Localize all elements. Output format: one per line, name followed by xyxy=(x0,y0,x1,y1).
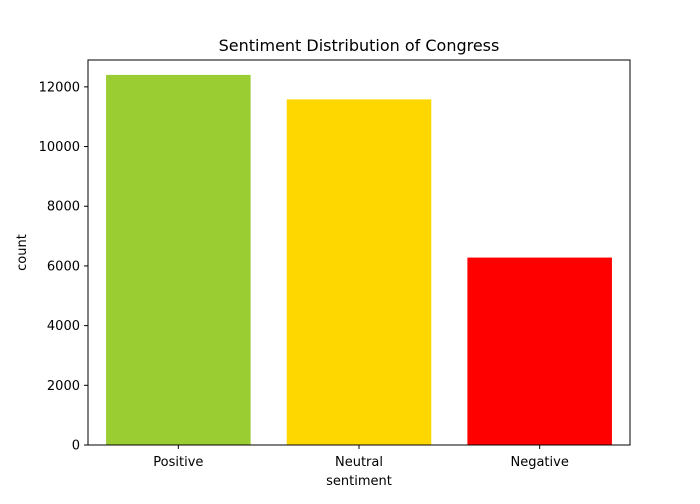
plot-frame xyxy=(87,59,631,446)
x-axis-label: sentiment xyxy=(326,474,392,489)
y-axis-ticks: 0 2000 4000 6000 8000 10000 12000 xyxy=(39,80,88,454)
y-tick-label: 10000 xyxy=(39,140,80,155)
bar-neutral xyxy=(286,99,432,445)
x-tick-label: Neutral xyxy=(335,455,383,470)
y-tick-label: 8000 xyxy=(47,200,80,215)
chart-title: Sentiment Distribution of Congress xyxy=(219,36,500,55)
bar-negative xyxy=(467,257,612,445)
bar-positive xyxy=(106,74,251,445)
x-axis-ticks: Positive Neutral Negative xyxy=(153,445,569,470)
y-tick-label: 2000 xyxy=(47,379,80,394)
y-tick-label: 4000 xyxy=(47,319,80,334)
y-axis-label: count xyxy=(15,234,30,271)
x-tick-label: Negative xyxy=(510,455,568,470)
y-tick-label: 6000 xyxy=(47,259,80,274)
bars-layer xyxy=(106,74,612,445)
y-tick-label: 12000 xyxy=(39,80,80,95)
y-tick-label: 0 xyxy=(72,439,80,454)
x-tick-label: Positive xyxy=(153,455,203,470)
